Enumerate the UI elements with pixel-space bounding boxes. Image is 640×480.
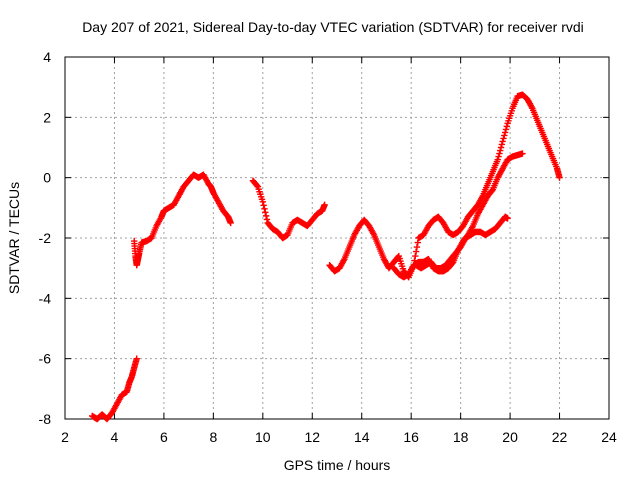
data-point xyxy=(502,126,510,133)
y-tick-label: -8 xyxy=(39,411,52,427)
data-point xyxy=(261,205,268,213)
data-series-arc-1 xyxy=(89,355,140,423)
x-tick-label: 20 xyxy=(502,429,518,445)
data-point xyxy=(495,153,502,160)
x-tick-label: 4 xyxy=(111,429,119,445)
plot-frame xyxy=(64,56,610,420)
data-point xyxy=(253,182,261,189)
x-tick-label: 14 xyxy=(354,429,370,445)
data-point xyxy=(500,135,507,142)
x-tick-label: 2 xyxy=(61,429,69,445)
data-point xyxy=(501,129,509,136)
data-point xyxy=(412,248,420,255)
x-tick-label: 6 xyxy=(160,429,168,445)
data-point xyxy=(494,156,501,163)
data-point xyxy=(501,132,508,139)
data-point xyxy=(504,215,511,222)
data-point xyxy=(499,138,506,145)
data-series-arc-2 xyxy=(131,171,234,269)
x-tick-label: 16 xyxy=(403,429,419,445)
data-point xyxy=(519,150,526,157)
data-points xyxy=(89,91,563,423)
x-tick-label: 10 xyxy=(255,429,271,445)
x-tick-label: 22 xyxy=(552,429,568,445)
data-point xyxy=(260,202,267,209)
data-point xyxy=(496,150,503,157)
y-axis-label: SDTVAR / TECUs xyxy=(6,182,22,294)
data-point xyxy=(133,355,140,362)
data-point xyxy=(263,216,271,223)
grid-lines xyxy=(65,57,609,419)
data-point xyxy=(227,219,234,227)
data-point xyxy=(497,144,505,151)
data-point xyxy=(262,212,270,220)
data-series-arc-3 xyxy=(249,177,328,242)
data-series-arc-6 xyxy=(412,213,511,272)
x-axis-label: GPS time / hours xyxy=(284,457,391,473)
x-tick-label: 12 xyxy=(304,429,320,445)
data-point xyxy=(262,209,269,216)
data-point xyxy=(321,201,328,209)
y-tick-label: -4 xyxy=(39,290,52,306)
data-point xyxy=(412,252,419,260)
data-point xyxy=(503,123,510,130)
data-point xyxy=(259,198,267,205)
y-tick-label: 0 xyxy=(43,170,51,186)
x-tick-label: 18 xyxy=(453,429,469,445)
data-point xyxy=(414,239,421,246)
chart-title: Day 207 of 2021, Sidereal Day-to-day VTE… xyxy=(82,19,584,35)
y-tick-label: -2 xyxy=(39,230,52,246)
data-series-arc-4 xyxy=(326,91,563,281)
data-point xyxy=(413,243,421,251)
y-tick-label: 4 xyxy=(43,49,51,65)
x-tick-label: 24 xyxy=(601,429,617,445)
x-tick-label: 8 xyxy=(209,429,217,445)
y-tick-label: 2 xyxy=(43,109,51,125)
y-tick-label: -6 xyxy=(39,351,52,367)
data-point xyxy=(556,174,563,181)
data-point xyxy=(498,141,506,148)
data-point xyxy=(497,147,504,154)
